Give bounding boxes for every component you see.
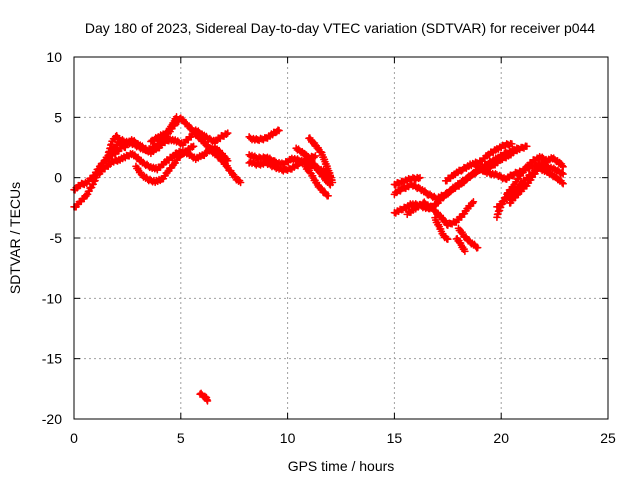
y-tick-label: -15	[42, 351, 62, 367]
data-point	[147, 137, 155, 146]
y-axis-label: SDTVAR / TECUs	[7, 182, 23, 294]
data-track	[292, 144, 335, 189]
data-track	[431, 213, 452, 244]
x-tick-label: 5	[177, 430, 185, 446]
x-tick-label: 25	[600, 430, 616, 446]
data-point	[189, 142, 198, 151]
data-track	[471, 144, 523, 176]
sdtvar-series	[70, 113, 567, 405]
data-track	[493, 152, 550, 222]
x-tick-label: 15	[387, 430, 403, 446]
x-tick-label: 20	[493, 430, 509, 446]
data-point	[523, 142, 531, 151]
data-point	[328, 178, 337, 187]
y-tick-label: -20	[42, 411, 62, 427]
data-point	[559, 170, 567, 178]
data-point	[559, 179, 567, 188]
data-track	[70, 114, 245, 211]
data-track	[300, 160, 332, 200]
data-point	[514, 144, 523, 153]
x-axis-label: GPS time / hours	[288, 458, 395, 474]
data-point	[121, 143, 130, 152]
data-track	[390, 173, 424, 189]
data-point	[542, 155, 550, 164]
data-track	[505, 154, 567, 207]
data-track	[403, 198, 478, 230]
data-point	[203, 397, 212, 405]
data-track	[196, 389, 212, 405]
data-track	[147, 113, 181, 146]
data-track	[454, 224, 482, 252]
data-point	[559, 163, 567, 171]
data-track	[132, 142, 198, 187]
data-track	[452, 234, 469, 256]
y-tick-label: -10	[42, 290, 62, 306]
data-point	[324, 191, 332, 200]
y-tick-label: 5	[54, 109, 62, 125]
data-point	[508, 140, 516, 148]
data-point	[223, 156, 232, 165]
data-track	[70, 126, 232, 194]
y-tick-label: 10	[46, 49, 62, 65]
data-point	[469, 198, 478, 206]
data-point	[311, 152, 320, 160]
data-point	[473, 243, 482, 252]
data-track	[95, 143, 232, 178]
data-point	[558, 178, 566, 187]
data-track	[245, 126, 283, 145]
data-point	[236, 178, 245, 187]
x-tick-label: 10	[280, 430, 296, 446]
chart-title: Day 180 of 2023, Sidereal Day-to-day VTE…	[85, 20, 595, 36]
x-tick-label: 0	[70, 430, 78, 446]
data-track	[104, 131, 130, 160]
data-point	[558, 162, 567, 170]
y-tick-labels: 10 5 0 -5 -10 -15 -20	[42, 49, 62, 427]
data-point	[223, 129, 232, 137]
gridlines	[74, 57, 608, 419]
data-track	[441, 139, 516, 185]
data-point	[444, 235, 452, 244]
x-tick-labels: 0 5 10 15 20 25	[70, 430, 616, 446]
data-point	[416, 173, 424, 182]
data-point	[461, 247, 469, 256]
y-tick-label: -5	[50, 230, 63, 246]
data-point	[275, 126, 283, 135]
y-tick-label: 0	[54, 170, 62, 186]
plot-frame	[73, 56, 609, 420]
data-track	[305, 134, 337, 187]
